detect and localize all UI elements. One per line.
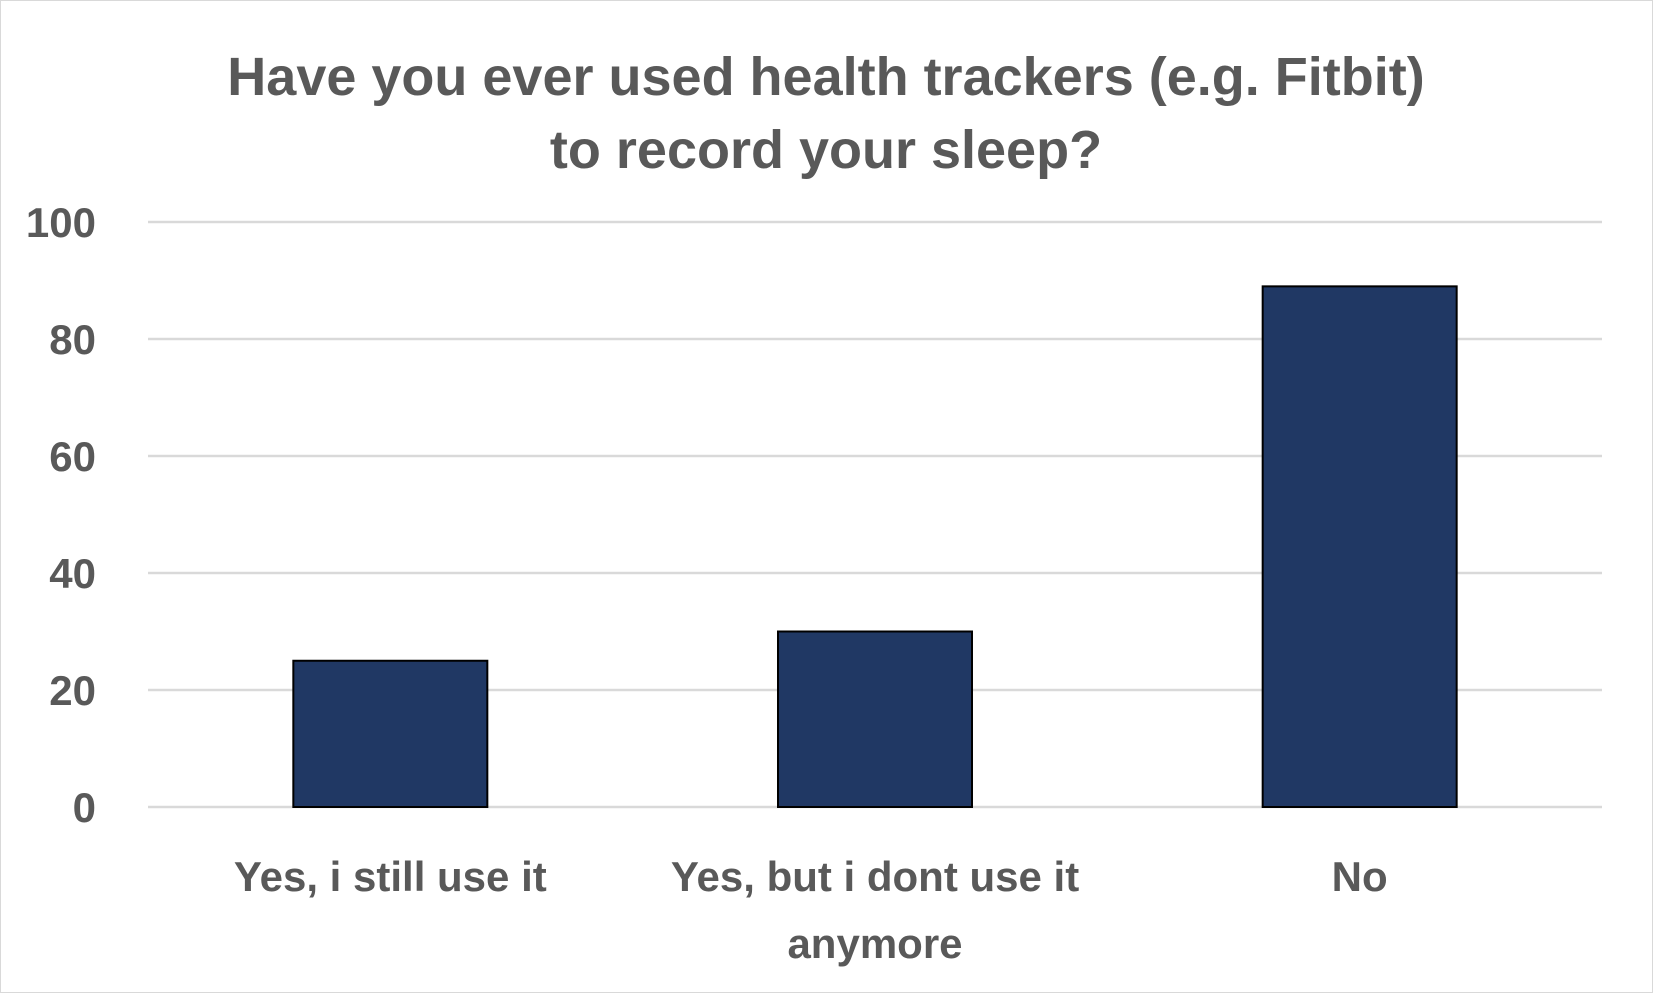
y-tick-label: 40 <box>49 550 96 597</box>
y-tick-label: 20 <box>49 667 96 714</box>
x-axis-labels: Yes, i still use it Yes, but i dont use i… <box>234 853 1388 967</box>
chart-title: Have you ever used health trackers (e.g.… <box>227 47 1424 180</box>
chart-title-line-2: to record your sleep? <box>550 120 1102 180</box>
bar <box>777 630 973 808</box>
x-category-label: Yes, i still use it <box>234 853 547 900</box>
y-tick-label: 60 <box>49 433 96 480</box>
bar <box>292 659 489 808</box>
y-tick-label: 80 <box>49 316 96 363</box>
y-tick-label: 100 <box>26 199 96 246</box>
chart-title-line-1: Have you ever used health trackers (e.g.… <box>227 47 1424 107</box>
y-tick-label: 0 <box>73 784 96 831</box>
bars <box>292 285 1458 809</box>
x-category-label: Yes, but i dont use it <box>671 853 1079 900</box>
bar <box>1261 285 1458 809</box>
x-category-label: No <box>1332 853 1388 900</box>
x-category-label: anymore <box>787 920 962 967</box>
y-axis-ticks: 0 20 40 60 80 100 <box>26 199 96 831</box>
